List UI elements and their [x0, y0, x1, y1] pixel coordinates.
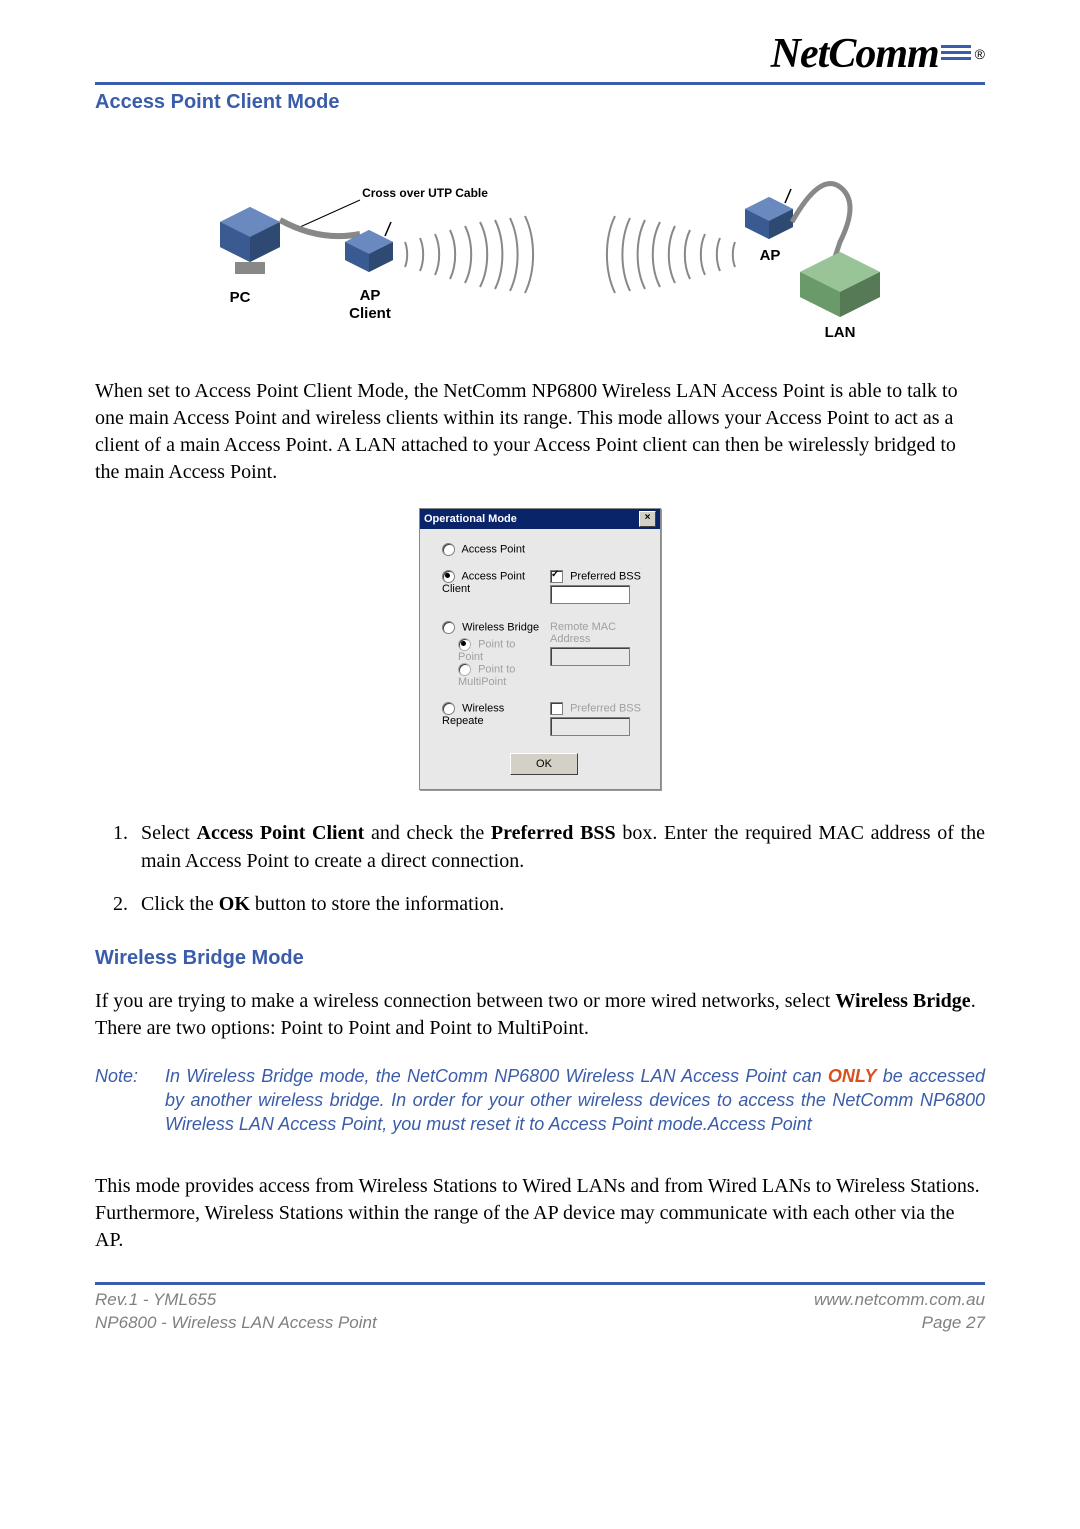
paragraph-apclient-intro: When set to Access Point Client Mode, th… [95, 378, 985, 486]
dialog-title: Operational Mode [424, 513, 517, 525]
logo-row: NetComm ® [95, 30, 985, 78]
ok-button[interactable]: OK [510, 753, 578, 775]
dialog-titlebar: Operational Mode × [420, 509, 660, 529]
note-label: Note: [95, 1064, 165, 1137]
topology-diagram: PC Cross over UTP Cable AP Client [95, 142, 985, 342]
page-footer: Rev.1 - YML655 NP6800 - Wireless LAN Acc… [95, 1289, 985, 1335]
footer-page: Page 27 [814, 1312, 985, 1335]
diagram-ap-label: AP [760, 247, 781, 264]
paragraph-bridge-intro: If you are trying to make a wireless con… [95, 988, 985, 1042]
checkbox-preferred-bss-1-label: Preferred BSS [570, 570, 641, 582]
steps-list: Select Access Point Client and check the… [95, 820, 985, 919]
note-text-a: In Wireless Bridge mode, the NetComm NP6… [165, 1066, 828, 1086]
label-remote-mac: Remote MAC Address [550, 621, 616, 645]
radio-wireless-bridge-label: Wireless Bridge [462, 621, 539, 633]
logo-registered: ® [975, 46, 985, 62]
logo-text: NetComm [771, 30, 939, 78]
footer-divider [95, 1282, 985, 1285]
paragraph-bridge-mode: This mode provides access from Wireless … [95, 1173, 985, 1254]
radio-p2mp[interactable] [458, 663, 471, 676]
operational-mode-dialog: Operational Mode × Access Point Access P… [419, 508, 661, 790]
logo-bars-icon [941, 45, 971, 63]
checkbox-preferred-bss-1[interactable] [550, 570, 563, 583]
radio-wireless-repeater[interactable] [442, 702, 455, 715]
radio-wireless-bridge[interactable] [442, 621, 455, 634]
note-block: Note: In Wireless Bridge mode, the NetCo… [95, 1064, 985, 1137]
radio-p2p[interactable] [458, 638, 471, 651]
radio-access-point[interactable] [442, 543, 455, 556]
input-preferred-bss-1[interactable] [550, 585, 630, 604]
input-remote-mac[interactable] [550, 647, 630, 666]
radio-ap-client[interactable] [442, 570, 455, 583]
section-title-apclient: Access Point Client Mode [95, 91, 985, 114]
close-icon[interactable]: × [639, 511, 656, 527]
checkbox-preferred-bss-2[interactable] [550, 702, 563, 715]
checkbox-preferred-bss-2-label: Preferred BSS [570, 702, 641, 714]
diagram-apclient-label-top: AP [360, 287, 381, 304]
diagram-lan-label: LAN [825, 324, 856, 341]
footer-rev: Rev.1 - YML655 [95, 1289, 377, 1312]
diagram-apclient-label-bottom: Client [349, 305, 391, 322]
diagram-cable-label: Cross over UTP Cable [362, 186, 488, 200]
footer-url: www.netcomm.com.au [814, 1289, 985, 1312]
step-1: Select Access Point Client and check the… [133, 820, 985, 875]
footer-product: NP6800 - Wireless LAN Access Point [95, 1312, 377, 1335]
radio-access-point-label: Access Point [461, 543, 525, 555]
diagram-pc-label: PC [230, 289, 251, 306]
input-preferred-bss-2[interactable] [550, 717, 630, 736]
note-only: ONLY [828, 1066, 877, 1086]
header-divider [95, 82, 985, 85]
step-2: Click the OK button to store the informa… [133, 891, 985, 919]
section-title-bridge: Wireless Bridge Mode [95, 947, 985, 970]
